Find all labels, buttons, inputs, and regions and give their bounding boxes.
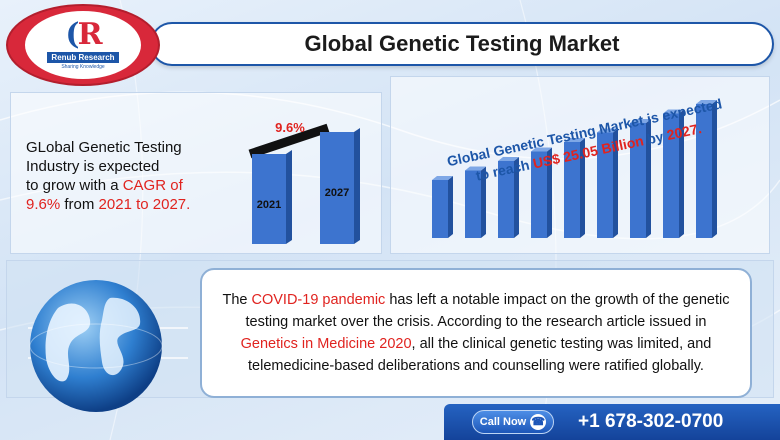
market-bar-side bbox=[580, 138, 585, 238]
market-bar-top bbox=[498, 157, 519, 161]
globe-icon bbox=[28, 280, 188, 412]
phone-icon: ☎ bbox=[530, 414, 547, 430]
cagr-line-2: Industry is expected bbox=[26, 158, 160, 175]
market-bar-side bbox=[646, 119, 651, 238]
cagr-line-1: GLobal Genetic Testing bbox=[26, 139, 182, 156]
market-bar bbox=[465, 170, 481, 238]
logo-badge: (R Renub Research Sharing Knowledge bbox=[25, 11, 141, 79]
contact-bar: Call Now ☎ +1 678-302-0700 bbox=[444, 404, 780, 440]
market-bars bbox=[432, 100, 717, 238]
cagr-bar-label-2027: 2027 bbox=[325, 187, 349, 199]
logo-mark-icon: (R bbox=[65, 17, 102, 52]
market-bar bbox=[531, 151, 547, 238]
market-bar-side bbox=[547, 147, 552, 238]
market-bar bbox=[630, 123, 646, 238]
cagr-bar-2027-side bbox=[354, 128, 360, 244]
logo-tagline: Sharing Knowledge bbox=[61, 64, 105, 70]
market-bar-side bbox=[481, 166, 486, 238]
market-growth-graphic: Global Genetic Testing Market is expecte… bbox=[432, 95, 724, 238]
market-bar-side bbox=[613, 128, 618, 238]
market-bar bbox=[663, 113, 679, 238]
call-now-button[interactable]: Call Now ☎ bbox=[472, 410, 554, 434]
phone-number[interactable]: +1 678-302-0700 bbox=[578, 411, 724, 432]
title-banner: Global Genetic Testing Market bbox=[150, 22, 774, 66]
market-bar-side bbox=[448, 176, 453, 238]
cagr-line-4b: from bbox=[60, 196, 99, 213]
covid-highlight: COVID-19 pandemic bbox=[251, 292, 386, 308]
cagr-growth-line bbox=[248, 123, 330, 159]
market-bar-top bbox=[432, 176, 453, 180]
market-bar-side bbox=[514, 157, 519, 238]
covid-impact-box: The COVID-19 pandemic has left a notable… bbox=[200, 268, 752, 398]
cagr-bar-2021-side bbox=[286, 150, 292, 244]
covid-paragraph: The COVID-19 pandemic has left a notable… bbox=[216, 289, 736, 377]
market-caption: Global Genetic Testing Market is expecte… bbox=[446, 95, 724, 183]
market-bar-top bbox=[564, 138, 585, 142]
covid-source: Genetics in Medicine 2020 bbox=[240, 336, 412, 352]
cagr-period: 2021 to 2027. bbox=[98, 196, 191, 213]
cagr-value-label: 9.6% bbox=[275, 120, 305, 135]
market-bar bbox=[696, 104, 712, 238]
cagr-highlight: CAGR of bbox=[122, 177, 183, 194]
covid-text-1: The bbox=[222, 292, 252, 308]
market-bar-top bbox=[465, 166, 486, 171]
page-title: Global Genetic Testing Market bbox=[304, 31, 620, 56]
market-bar bbox=[597, 132, 613, 238]
market-bar-top bbox=[663, 109, 684, 114]
cagr-bar-2021 bbox=[252, 154, 286, 244]
cagr-line-3a: to grow with a bbox=[26, 177, 123, 194]
market-bar bbox=[432, 180, 448, 238]
company-logo[interactable]: (R Renub Research Sharing Knowledge bbox=[6, 4, 160, 86]
market-caption-year: 2027. bbox=[665, 120, 703, 143]
covid-text-2: has left a notable impact on the growth … bbox=[245, 292, 730, 330]
market-bar-top bbox=[696, 100, 717, 104]
market-bar bbox=[498, 161, 514, 238]
market-bar bbox=[564, 142, 580, 238]
market-bar-side bbox=[679, 109, 684, 238]
market-bar-top bbox=[630, 119, 651, 123]
market-bar-top bbox=[597, 128, 618, 133]
logo-brand-name: Renub Research bbox=[47, 52, 119, 63]
cagr-bar-label-2021: 2021 bbox=[257, 199, 281, 211]
cagr-bar-graphic: 9.6% 2021 2027 bbox=[248, 120, 360, 244]
market-caption-2c: by bbox=[642, 127, 669, 148]
call-now-label: Call Now bbox=[479, 416, 527, 428]
market-bar-top bbox=[531, 147, 552, 152]
cagr-rate: 9.6% bbox=[26, 196, 61, 213]
covid-text-3: , all the clinical genetic testing was l… bbox=[248, 336, 712, 374]
market-bar-side bbox=[712, 100, 717, 238]
cagr-description: GLobal Genetic Testing Industry is expec… bbox=[26, 138, 236, 214]
cagr-bar-2027 bbox=[320, 132, 354, 244]
